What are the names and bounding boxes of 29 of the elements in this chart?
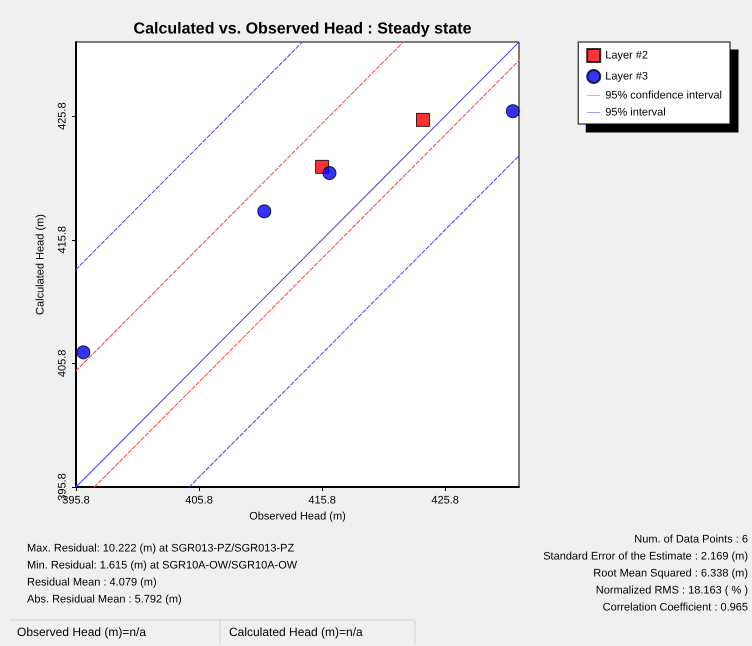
point [506, 104, 520, 118]
text: Residual Mean : 4.079 (m) [27, 576, 157, 588]
point [257, 204, 272, 218]
text: Observed Head (m)=n/a [17, 625, 146, 639]
x-tick-label: 425.8 [431, 494, 459, 506]
text: Abs. Residual Mean : 5.792 (m) [27, 594, 182, 606]
legend-label: 95% confidence interval [605, 90, 722, 102]
text: Calculated Head (m)=n/a [229, 625, 364, 639]
legend-label: 95% interval [605, 106, 666, 118]
x-axis-title: Observed Head (m) [249, 510, 346, 522]
point [76, 345, 90, 360]
legend-label: Layer #3 [605, 70, 648, 82]
legend-label: Layer #2 [605, 50, 648, 62]
x-tick-label: 405.8 [185, 494, 213, 506]
point [322, 166, 336, 180]
y-axis-title: Calculated Head (m) [34, 214, 46, 315]
text: Min. Residual: 1.615 (m) at SGR10A-OW/SGR10A-OW [27, 560, 298, 572]
text: Normalized RMS : 18.163 ( % ) [596, 584, 748, 596]
point [416, 112, 430, 127]
text: Correlation Coefficient : 0.965 [602, 602, 748, 614]
y-tick-label: 405.8 [56, 350, 68, 378]
text: Max. Residual: 10.222 (m) at SGR013-PZ/SGR013-PZ [27, 542, 294, 554]
y-tick-label: 425.8 [56, 102, 68, 130]
y-tick-label: 415.8 [56, 226, 68, 254]
x-tick-label: 415.8 [308, 494, 336, 506]
text: Root Mean Squared : 6.338 (m) [593, 568, 748, 580]
chart-title: Calculated vs. Observed Head : Steady state [134, 20, 472, 38]
text: Num. of Data Points : 6 [634, 534, 748, 546]
text: Standard Error of the Estimate : 2.169 (m) [543, 550, 748, 562]
